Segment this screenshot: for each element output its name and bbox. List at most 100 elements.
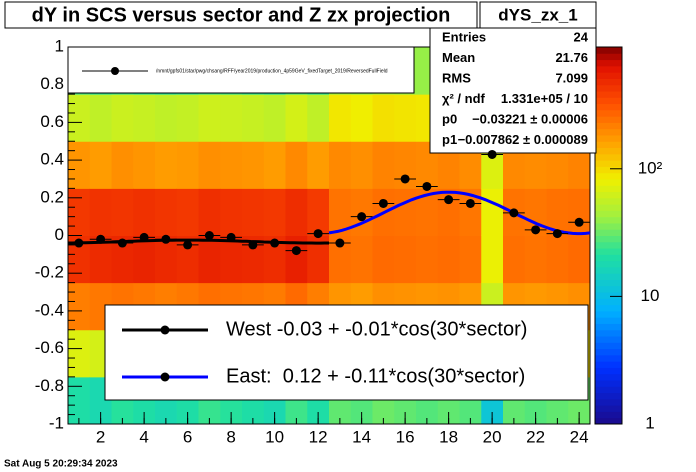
colorbar-segment [595,285,622,293]
stats-label: Entries [442,29,486,44]
heat-cell [242,94,265,142]
colorbar-segment [595,141,622,149]
heat-cell [242,235,265,284]
colorbar-segment [595,78,622,86]
y-tick-label: -0.6 [35,338,64,357]
colorbar-segment [595,197,622,205]
heat-cell [68,141,91,189]
point [335,238,345,248]
colorbar-segment [595,128,622,136]
heat-cell [394,94,417,142]
point [378,198,388,208]
point [74,238,84,248]
legend-label: West -0.03 + -0.01*cos(30*sector) [226,318,527,340]
colorbar-segment [595,103,622,111]
colorbar-segment [595,160,622,167]
x-tick-label: 10 [265,427,284,446]
stats-label: RMS [442,70,471,85]
colorbar-segment [595,53,622,61]
point [357,212,367,222]
timestamp: Sat Aug 5 20:29:34 2023 [4,459,118,470]
x-tick-label: 12 [309,427,328,446]
heat-cell [89,141,112,189]
y-tick-label: 0.2 [40,187,64,206]
colorbar-segment [595,354,622,362]
colorbar-segment [595,310,622,318]
heat-cell [329,141,352,189]
heat-cell [459,188,482,236]
y-tick-label: -0.8 [35,376,64,395]
heat-cell [481,188,504,236]
heat-cell [155,94,178,142]
colorbar-segment [595,172,622,180]
colorbar-segment [595,386,622,394]
point [422,181,432,191]
stats-label: p1 [442,132,457,147]
colorbar-segment [595,178,622,186]
heat-cell [89,188,112,236]
heat-cell [198,94,221,142]
axes: 2 4 6 8 10 12 14 16 18 20 22 24-1-0.8-0.6-0.4-0.200… [35,36,663,446]
point [552,229,562,239]
x-tick-label: 18 [439,427,458,446]
x-tick-label: 6 [183,427,192,446]
heat-cell [155,235,178,284]
y-tick-label: 0 [55,225,64,244]
point [204,231,214,240]
heat-cell [133,188,156,236]
stats-value: −0.03221 ± 0.00006 [472,111,588,126]
colorbar-segment [595,134,622,142]
colorbar-segment [595,260,622,268]
stats-title: dYS_zx_1 [498,5,577,24]
colorbar-segment [595,254,622,262]
y-tick-label: -0.2 [35,263,64,282]
legend-top-box [67,46,415,94]
point [226,232,236,242]
heat-cell [437,235,460,284]
legend-marker [160,372,170,382]
heat-cell [285,188,308,236]
stats-value: 1.331e+05 / 10 [501,91,588,106]
colorbar-segment [595,248,622,255]
colorbar-segment [595,153,622,161]
x-tick-label: 20 [483,427,502,446]
colorbar-segment [595,90,622,98]
colorbar-segment [595,266,622,274]
point [139,232,149,242]
colorbar-segment [595,298,622,306]
heat-cell [89,235,112,284]
heat-cell [111,141,134,189]
heat-cell [568,188,591,236]
heat-cell [568,235,591,284]
heat-cell [176,235,199,284]
colorbar-segment [595,65,622,73]
heat-cell [133,141,156,189]
heat-cell [263,141,286,189]
point [313,229,323,239]
heat-cell [68,235,91,284]
colorbar-segment [595,216,622,224]
colorbar-segment [595,292,622,299]
colorbar-segment [595,398,622,406]
heat-cell [285,141,308,189]
heat-cell [68,188,91,236]
heat-cell [350,141,373,189]
point [270,238,280,248]
y-tick-label: 0.4 [40,150,64,169]
heat-cell [307,94,330,142]
colorbar-segment [595,235,622,243]
colorbar-segment [595,417,622,425]
heat-cell [459,235,482,284]
heat-cell [416,235,439,284]
stats-label: Mean [442,50,475,65]
heat-cell [307,188,330,236]
heat-cell [242,188,265,236]
heat-cell [68,282,91,331]
heat-cell [350,235,373,284]
colorbar-segment [595,323,622,331]
stats-value: 7.099 [555,70,588,85]
colorbar-segment [595,411,622,419]
stats-value: 24 [574,29,589,44]
chart-title: dY in SCS versus sector and Z zx project… [32,4,451,26]
x-tick-label: 14 [352,427,371,446]
